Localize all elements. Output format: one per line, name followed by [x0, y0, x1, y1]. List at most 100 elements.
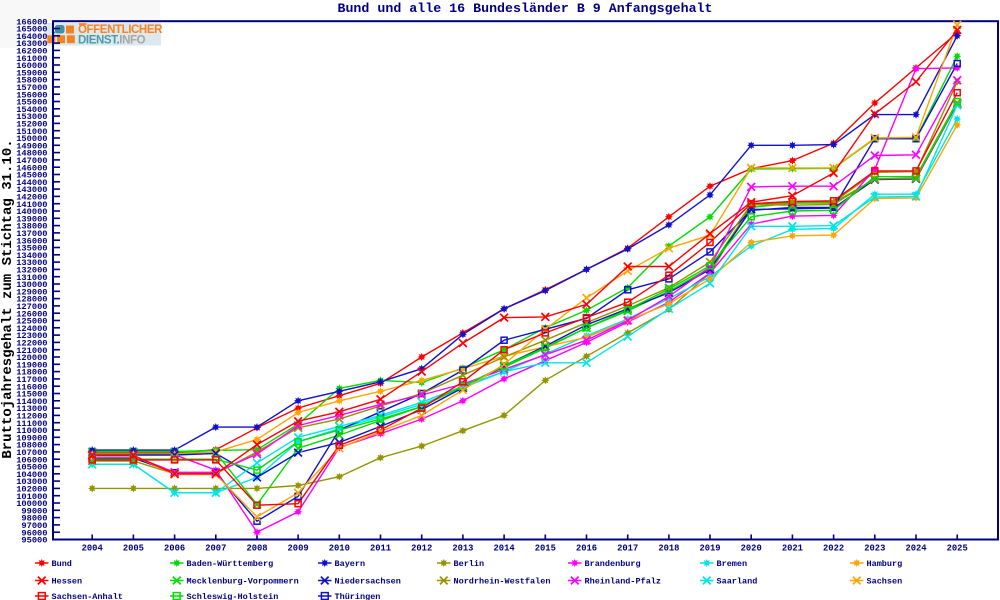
svg-text:128000: 128000 [16, 295, 47, 305]
svg-text:Bund und alle 16 Bundesländer: Bund und alle 16 Bundesländer B 9 Anfang… [337, 1, 712, 16]
svg-text:Schleswig-Holstein: Schleswig-Holstein [187, 592, 279, 600]
svg-text:115000: 115000 [16, 390, 47, 400]
svg-text:112000: 112000 [16, 412, 47, 422]
svg-text:2011: 2011 [370, 544, 391, 554]
svg-text:141000: 141000 [16, 200, 47, 210]
svg-text:Hamburg: Hamburg [867, 559, 903, 569]
svg-text:118000: 118000 [16, 368, 47, 378]
svg-text:147000: 147000 [16, 156, 47, 166]
svg-text:2012: 2012 [411, 544, 432, 554]
svg-text:103000: 103000 [16, 477, 47, 487]
svg-text:106000: 106000 [16, 455, 47, 465]
svg-text:Berlin: Berlin [454, 559, 485, 569]
svg-text:116000: 116000 [16, 382, 47, 392]
svg-text:139000: 139000 [16, 214, 47, 224]
svg-text:111000: 111000 [16, 419, 47, 429]
svg-text:Brandenburg: Brandenburg [585, 559, 641, 569]
svg-text:148000: 148000 [16, 149, 47, 159]
svg-text:OFFENTLICHER: OFFENTLICHER [78, 24, 163, 36]
svg-text:Bruttojahresgehalt zum Stichta: Bruttojahresgehalt zum Stichtag 31.10. [0, 139, 16, 458]
svg-text:130000: 130000 [16, 280, 47, 290]
svg-text:Hessen: Hessen [52, 577, 83, 587]
svg-text:108000: 108000 [16, 441, 47, 451]
svg-text:2006: 2006 [164, 544, 185, 554]
svg-text:134000: 134000 [16, 251, 47, 261]
svg-text:Bayern: Bayern [335, 559, 366, 569]
svg-text:2018: 2018 [658, 544, 679, 554]
svg-text:2007: 2007 [205, 544, 226, 554]
svg-text:125000: 125000 [16, 317, 47, 327]
svg-text:153000: 153000 [16, 112, 47, 122]
svg-text:131000: 131000 [16, 273, 47, 283]
svg-text:Mecklenburg-Vorpommern: Mecklenburg-Vorpommern [187, 577, 299, 587]
svg-text:120000: 120000 [16, 353, 47, 363]
svg-text:146000: 146000 [16, 163, 47, 173]
svg-text:2021: 2021 [782, 544, 803, 554]
svg-text:99000: 99000 [21, 506, 47, 516]
svg-text:98000: 98000 [21, 514, 47, 524]
svg-text:162000: 162000 [16, 47, 47, 57]
svg-text:126000: 126000 [16, 309, 47, 319]
svg-text:Baden-Württemberg: Baden-Württemberg [187, 559, 274, 569]
svg-text:117000: 117000 [16, 375, 47, 385]
svg-text:109000: 109000 [16, 433, 47, 443]
svg-text:119000: 119000 [16, 360, 47, 370]
svg-text:142000: 142000 [16, 193, 47, 203]
svg-text:105000: 105000 [16, 463, 47, 473]
svg-text:159000: 159000 [16, 68, 47, 78]
svg-text:127000: 127000 [16, 302, 47, 312]
svg-text:2015: 2015 [535, 544, 556, 554]
svg-text:135000: 135000 [16, 244, 47, 254]
svg-text:124000: 124000 [16, 324, 47, 334]
svg-text:Bremen: Bremen [717, 559, 748, 569]
svg-text:2013: 2013 [452, 544, 473, 554]
svg-text:155000: 155000 [16, 98, 47, 108]
svg-text:110000: 110000 [16, 426, 47, 436]
svg-text:149000: 149000 [16, 141, 47, 151]
svg-text:101000: 101000 [16, 492, 47, 502]
svg-text:96000: 96000 [21, 528, 47, 538]
svg-text:2014: 2014 [494, 544, 516, 554]
svg-text:2008: 2008 [246, 544, 267, 554]
svg-text:143000: 143000 [16, 185, 47, 195]
svg-text:136000: 136000 [16, 236, 47, 246]
svg-text:DIENST.INFO: DIENST.INFO [78, 35, 146, 47]
svg-text:Rheinland-Pfalz: Rheinland-Pfalz [585, 577, 662, 587]
svg-text:138000: 138000 [16, 222, 47, 232]
svg-text:137000: 137000 [16, 229, 47, 239]
svg-text:Thüringen: Thüringen [335, 592, 381, 600]
svg-text:123000: 123000 [16, 331, 47, 341]
svg-text:107000: 107000 [16, 448, 47, 458]
svg-text:102000: 102000 [16, 485, 47, 495]
svg-text:2024: 2024 [905, 544, 927, 554]
svg-text:132000: 132000 [16, 266, 47, 276]
svg-text:154000: 154000 [16, 105, 47, 115]
svg-text:2020: 2020 [741, 544, 762, 554]
svg-text:145000: 145000 [16, 171, 47, 181]
svg-text:122000: 122000 [16, 339, 47, 349]
svg-text:161000: 161000 [16, 54, 47, 64]
svg-text:164000: 164000 [16, 32, 47, 42]
svg-text:114000: 114000 [16, 397, 47, 407]
svg-text:163000: 163000 [16, 39, 47, 49]
svg-text:Saarland: Saarland [717, 577, 758, 587]
svg-text:152000: 152000 [16, 120, 47, 130]
svg-text:121000: 121000 [16, 346, 47, 356]
svg-text:150000: 150000 [16, 134, 47, 144]
svg-text:Bund: Bund [52, 559, 72, 569]
svg-text:Sachsen: Sachsen [867, 577, 903, 587]
svg-text:133000: 133000 [16, 258, 47, 268]
svg-text:97000: 97000 [21, 521, 47, 531]
svg-text:158000: 158000 [16, 76, 47, 86]
svg-text:144000: 144000 [16, 178, 47, 188]
svg-text:166000: 166000 [16, 17, 47, 27]
svg-text:2017: 2017 [617, 544, 638, 554]
svg-text:2009: 2009 [288, 544, 309, 554]
svg-text:2025: 2025 [947, 544, 968, 554]
svg-text:2019: 2019 [699, 544, 720, 554]
svg-text:156000: 156000 [16, 90, 47, 100]
svg-text:Niedersachsen: Niedersachsen [335, 577, 401, 587]
svg-text:Nordrhein-Westfalen: Nordrhein-Westfalen [454, 577, 551, 587]
svg-text:140000: 140000 [16, 207, 47, 217]
svg-text:165000: 165000 [16, 25, 47, 35]
